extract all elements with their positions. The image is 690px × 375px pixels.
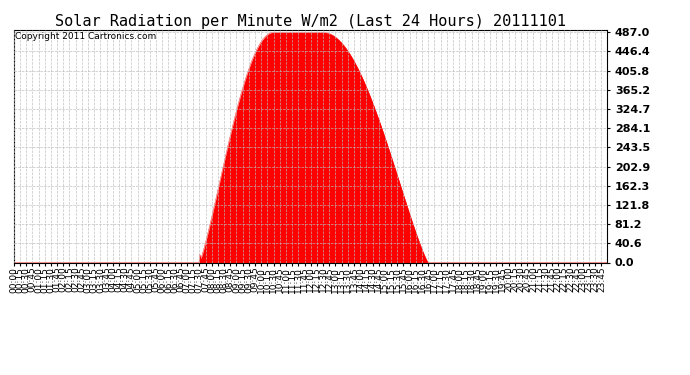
Title: Solar Radiation per Minute W/m2 (Last 24 Hours) 20111101: Solar Radiation per Minute W/m2 (Last 24…	[55, 14, 566, 29]
Text: Copyright 2011 Cartronics.com: Copyright 2011 Cartronics.com	[15, 32, 156, 41]
